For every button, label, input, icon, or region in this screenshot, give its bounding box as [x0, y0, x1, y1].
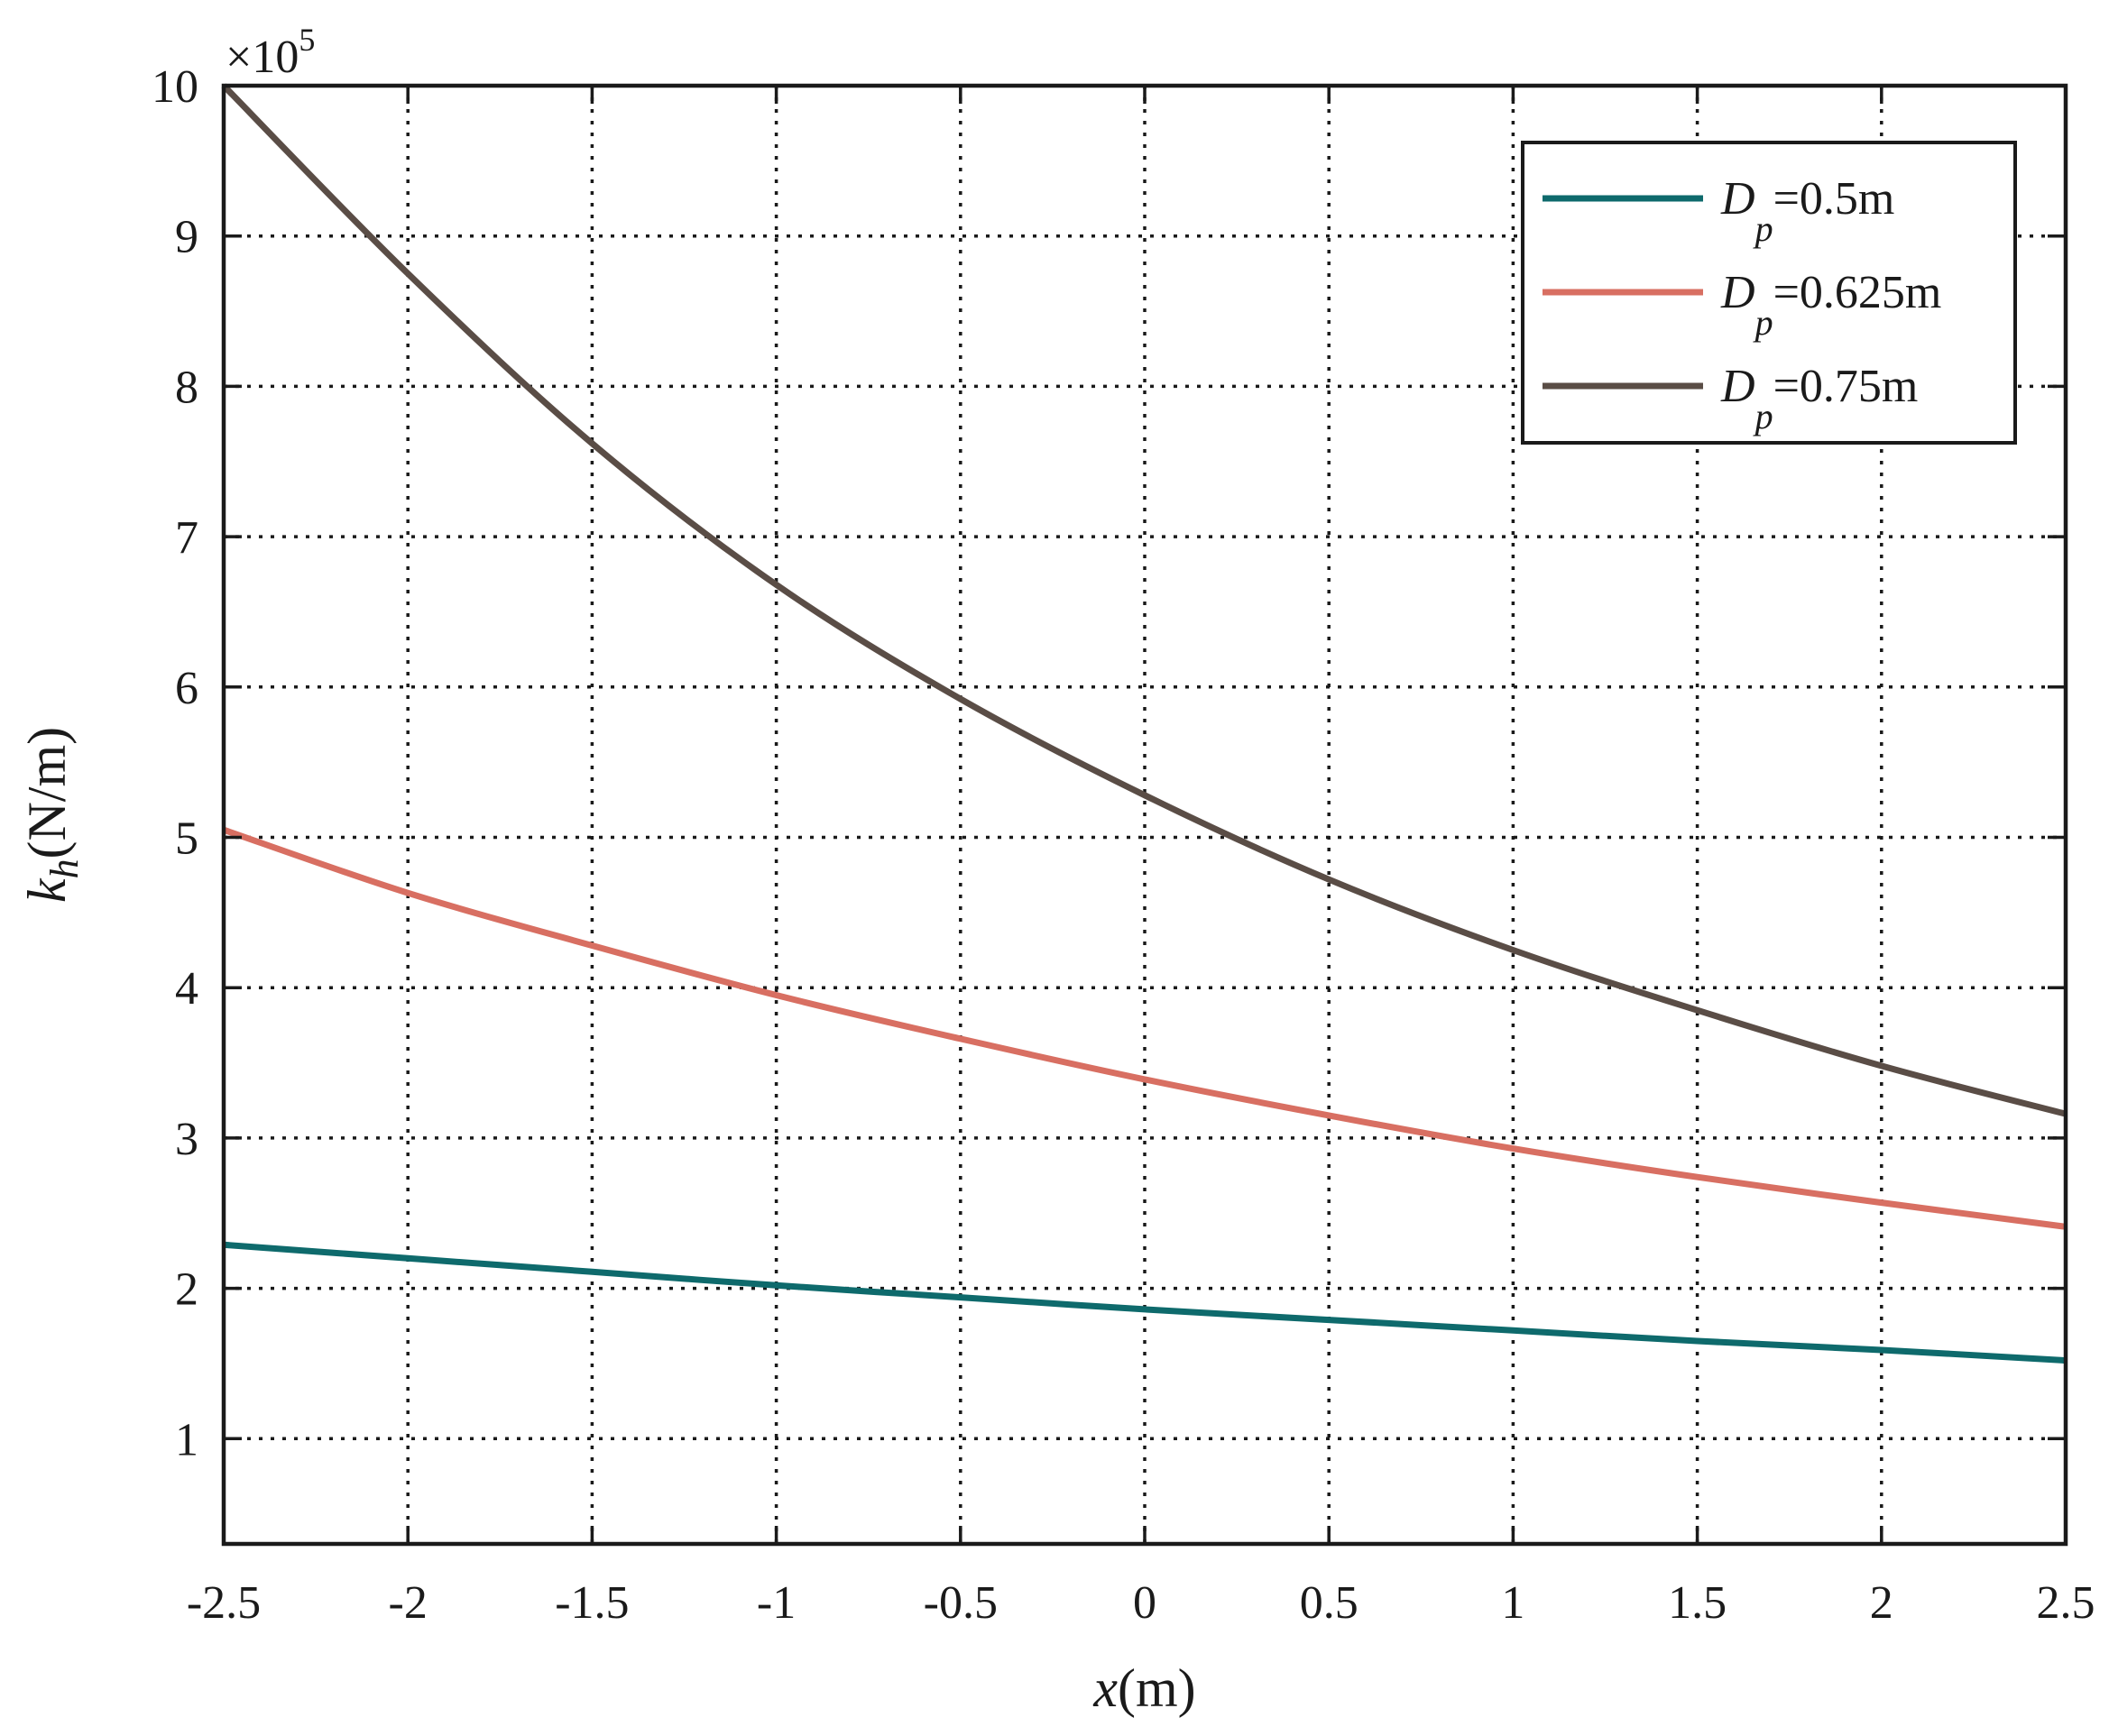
x-tick-label: -1.5 [555, 1577, 629, 1629]
y-tick-label: 9 [175, 212, 198, 263]
legend-entry: Dp=0.75m [1543, 361, 1918, 436]
legend: Dp=0.5m Dp=0.625m Dp=0.75m [1521, 141, 2017, 445]
tick-labels: -2.5 -2 -1.5 -1 -0.5 0 0.5 1 1.5 2 2.5 1 2 3 4 5 6 7 8 9 10 [152, 61, 2095, 1629]
y-tick-label: 5 [175, 813, 198, 865]
x-tick-label: -2 [389, 1577, 428, 1629]
x-tick-label: -1 [757, 1577, 796, 1629]
y-axis-label: kh(N/m) [17, 727, 87, 903]
y-tick-label: 6 [175, 663, 198, 714]
legend-label: Dp=0.5m [1720, 173, 1894, 249]
y-tick-label: 2 [175, 1264, 198, 1316]
y-tick-label: 10 [152, 61, 198, 113]
x-tick-label: 1 [1501, 1577, 1524, 1629]
x-tick-label: 0 [1133, 1577, 1156, 1629]
y-tick-label: 1 [175, 1414, 198, 1465]
y-tick-label: 8 [175, 362, 198, 413]
y-axis-multiplier: ×105 [226, 22, 315, 83]
axis-ticks [222, 84, 2068, 1544]
x-tick-label: 2 [1870, 1577, 1893, 1629]
series-line [223, 1241, 2067, 1364]
x-tick-label: 1.5 [1668, 1577, 1727, 1629]
series-line [222, 826, 2067, 1230]
y-tick-label: 3 [175, 1114, 198, 1165]
y-tick-label: 7 [175, 512, 198, 564]
series-line [221, 83, 2067, 1117]
x-tick-label: 2.5 [2037, 1577, 2095, 1629]
x-axis-label: x(m) [1092, 1658, 1195, 1718]
x-tick-label: -2.5 [187, 1577, 261, 1629]
y-tick-label: 4 [175, 963, 198, 1015]
legend-label: Dp=0.625m [1720, 267, 1941, 343]
data-series [221, 83, 2067, 1364]
legend-entry: Dp=0.5m [1543, 173, 1894, 249]
x-tick-label: -0.5 [924, 1577, 998, 1629]
legend-label: Dp=0.75m [1720, 361, 1918, 436]
x-tick-label: 0.5 [1300, 1577, 1358, 1629]
legend-entry: Dp=0.625m [1543, 267, 1941, 343]
